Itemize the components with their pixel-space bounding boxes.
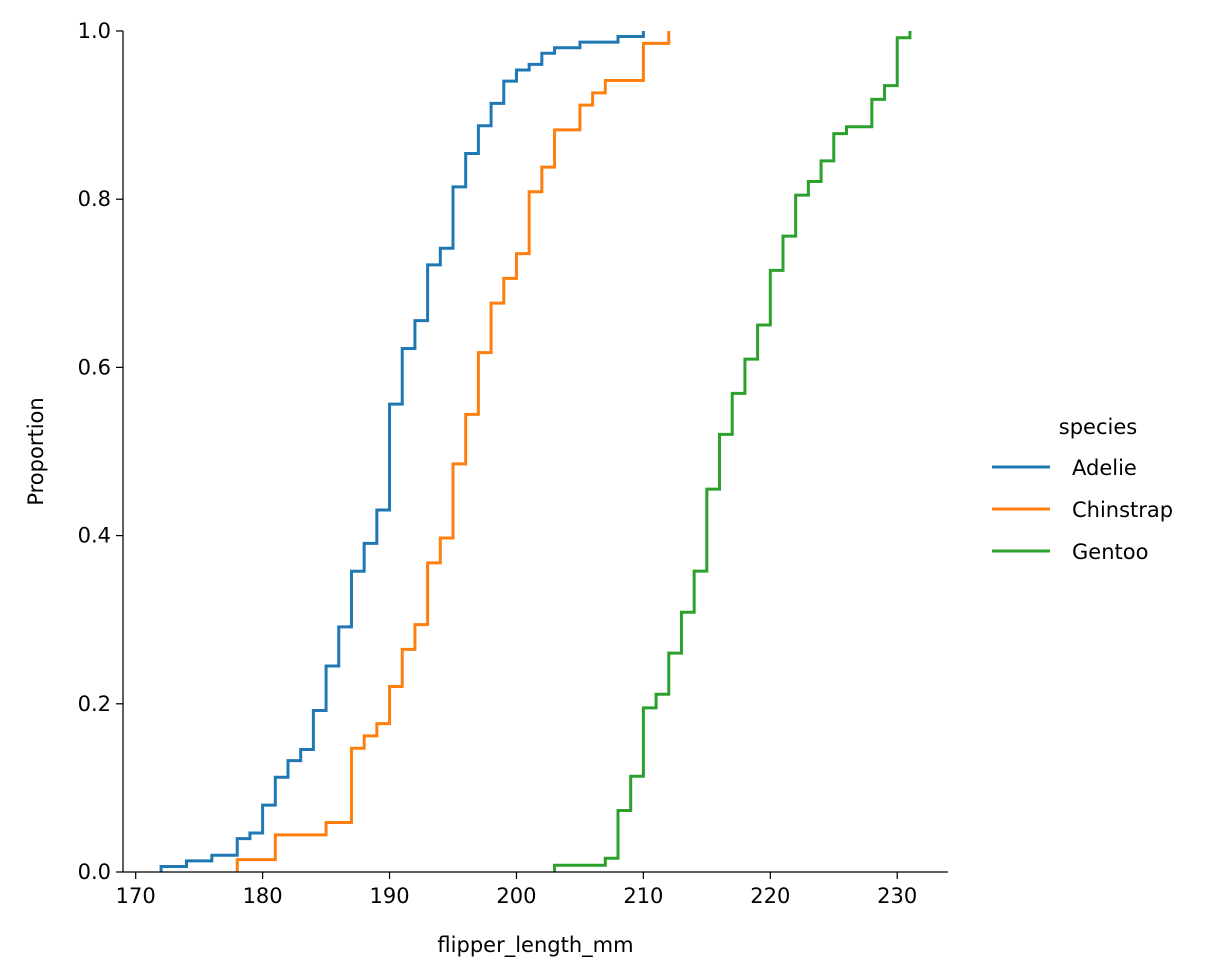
y-tick-label: 0.4 [78, 524, 111, 548]
series-line-chinstrap [235, 31, 671, 872]
series-line-adelie [159, 31, 645, 872]
x-ticks: 170 180 190 200 210 220 230 [116, 872, 917, 908]
x-tick-label: 190 [369, 884, 409, 908]
series-line-gentoo [553, 31, 912, 872]
y-axis-label: Proportion [24, 397, 48, 505]
legend: species Adelie Chinstrap Gentoo [992, 415, 1173, 564]
legend-entry-label: Gentoo [1072, 540, 1148, 564]
x-tick-label: 220 [750, 884, 790, 908]
x-axis-label: flipper_length_mm [437, 933, 633, 958]
x-tick-label: 230 [877, 884, 917, 908]
series-layer [159, 31, 912, 872]
y-tick-label: 1.0 [78, 19, 111, 43]
legend-title: species [1059, 415, 1137, 439]
x-tick-label: 170 [116, 884, 156, 908]
y-tick-label: 0.8 [78, 187, 111, 211]
y-tick-label: 0.0 [78, 860, 111, 884]
y-tick-label: 0.2 [78, 692, 111, 716]
legend-entry-label: Adelie [1072, 456, 1137, 480]
legend-items: Adelie Chinstrap Gentoo [992, 456, 1173, 564]
x-tick-label: 210 [623, 884, 663, 908]
x-tick-label: 200 [496, 884, 536, 908]
x-tick-label: 180 [243, 884, 283, 908]
legend-entry-label: Chinstrap [1072, 498, 1173, 522]
y-ticks: 0.0 0.2 0.4 0.6 0.8 1.0 [78, 19, 123, 884]
y-tick-label: 0.6 [78, 355, 111, 379]
